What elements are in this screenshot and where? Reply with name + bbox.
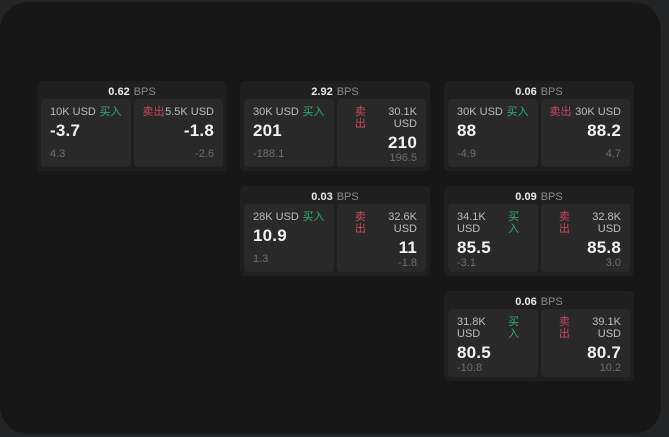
sell-price: 80.7 xyxy=(587,343,621,362)
buy-price: 10.9 xyxy=(253,226,287,245)
card-header: 0.62 BPS xyxy=(41,85,223,99)
quote-tiles: 34.1K USD 买入 85.5 -3.1 卖出 32.8K USD 85.8… xyxy=(448,204,630,272)
sell-sub-value: 10.2 xyxy=(599,362,621,374)
sell-side-label: 卖出 xyxy=(354,106,366,130)
sell-price: -1.8 xyxy=(183,121,214,140)
buy-price: 85.5 xyxy=(457,238,491,257)
bps-value: 2.92 xyxy=(311,86,333,98)
buy-amount: 28K USD xyxy=(253,211,299,223)
sell-amount: 32.6K USD xyxy=(388,211,417,235)
buy-side-label: 买入 xyxy=(302,211,325,223)
buy-sub-value: -10.8 xyxy=(457,362,483,374)
buy-price: 201 xyxy=(253,121,282,140)
quote-card: 0.62 BPS 10K USD 买入 -3.7 4.3 卖出 5.5K USD … xyxy=(37,81,227,171)
bps-value: 0.06 xyxy=(515,296,537,308)
card-header: 0.06 BPS xyxy=(448,295,630,309)
buy-amount: 31.8K USD xyxy=(457,316,486,340)
buy-side-label: 买入 xyxy=(506,106,529,118)
sell-side-label: 卖出 xyxy=(354,211,366,235)
sell-side-label: 卖出 xyxy=(558,211,570,235)
buy-side-label: 买入 xyxy=(99,106,122,118)
buy-tile[interactable]: 30K USD 买入 201 -188.1 xyxy=(244,99,334,167)
sell-sub-value: -1.8 xyxy=(398,257,417,269)
sell-tile[interactable]: 卖出 30K USD 88.2 4.7 xyxy=(540,99,630,167)
buy-amount: 30K USD xyxy=(457,106,503,118)
bps-unit-label: BPS xyxy=(336,191,359,203)
sell-price: 85.8 xyxy=(587,238,621,257)
buy-sub-value: 4.3 xyxy=(50,148,66,160)
buy-amount: 34.1K USD xyxy=(457,211,486,235)
bps-value: 0.06 xyxy=(515,86,537,98)
quote-tiles: 10K USD 买入 -3.7 4.3 卖出 5.5K USD -1.8 -2.… xyxy=(41,99,223,167)
buy-amount: 10K USD xyxy=(50,106,96,118)
card-header: 0.09 BPS xyxy=(448,190,630,204)
sell-side-label: 卖出 xyxy=(142,106,165,118)
buy-tile[interactable]: 10K USD 买入 -3.7 4.3 xyxy=(41,99,131,167)
quote-tiles: 28K USD 买入 10.9 1.3 卖出 32.6K USD 11 -1.8 xyxy=(244,204,426,272)
sell-amount: 30K USD xyxy=(575,106,621,118)
bps-value: 0.03 xyxy=(311,191,333,203)
sell-tile[interactable]: 卖出 30.1K USD 210 196.5 xyxy=(336,99,426,167)
buy-tile[interactable]: 34.1K USD 买入 85.5 -3.1 xyxy=(448,204,538,272)
bps-unit-label: BPS xyxy=(133,86,156,98)
quote-tiles: 30K USD 买入 201 -188.1 卖出 30.1K USD 210 1… xyxy=(244,99,426,167)
sell-amount: 30.1K USD xyxy=(388,106,417,130)
buy-amount: 30K USD xyxy=(253,106,299,118)
quote-card: 0.03 BPS 28K USD 买入 10.9 1.3 卖出 32.6K USD… xyxy=(240,186,430,276)
bps-unit-label: BPS xyxy=(540,296,563,308)
quote-card: 0.06 BPS 31.8K USD 买入 80.5 -10.8 卖出 39.1K… xyxy=(444,291,634,381)
sell-tile[interactable]: 卖出 39.1K USD 80.7 10.2 xyxy=(540,309,630,377)
sell-side-label: 卖出 xyxy=(549,106,572,118)
buy-tile[interactable]: 31.8K USD 买入 80.5 -10.8 xyxy=(448,309,538,377)
bps-unit-label: BPS xyxy=(336,86,359,98)
buy-price: 88 xyxy=(457,121,477,140)
buy-tile[interactable]: 30K USD 买入 88 -4.9 xyxy=(448,99,538,167)
bps-value: 0.62 xyxy=(108,86,130,98)
sell-sub-value: 3.0 xyxy=(605,257,621,269)
buy-price: 80.5 xyxy=(457,343,491,362)
quote-tiles: 31.8K USD 买入 80.5 -10.8 卖出 39.1K USD 80.… xyxy=(448,309,630,377)
buy-sub-value: -3.1 xyxy=(457,257,476,269)
card-header: 2.92 BPS xyxy=(244,85,426,99)
sell-tile[interactable]: 卖出 32.8K USD 85.8 3.0 xyxy=(540,204,630,272)
sell-amount: 39.1K USD xyxy=(592,316,621,340)
buy-price: -3.7 xyxy=(50,121,81,140)
buy-tile[interactable]: 28K USD 买入 10.9 1.3 xyxy=(244,204,334,272)
sell-tile[interactable]: 卖出 32.6K USD 11 -1.8 xyxy=(336,204,426,272)
quote-card: 0.06 BPS 30K USD 买入 88 -4.9 卖出 30K USD 88… xyxy=(444,81,634,171)
bps-unit-label: BPS xyxy=(540,191,563,203)
buy-side-label: 买入 xyxy=(302,106,325,118)
sell-sub-value: 196.5 xyxy=(389,152,417,164)
sell-price: 210 xyxy=(388,133,417,152)
sell-amount: 32.8K USD xyxy=(592,211,621,235)
quote-tiles: 30K USD 买入 88 -4.9 卖出 30K USD 88.2 4.7 xyxy=(448,99,630,167)
card-header: 0.03 BPS xyxy=(244,190,426,204)
buy-sub-value: -4.9 xyxy=(457,148,476,160)
quote-card: 2.92 BPS 30K USD 买入 201 -188.1 卖出 30.1K U… xyxy=(240,81,430,171)
buy-sub-value: 1.3 xyxy=(253,253,269,265)
bps-value: 0.09 xyxy=(515,191,537,203)
sell-tile[interactable]: 卖出 5.5K USD -1.8 -2.6 xyxy=(133,99,223,167)
sell-price: 88.2 xyxy=(587,121,621,140)
buy-sub-value: -188.1 xyxy=(253,148,285,160)
quote-card: 0.09 BPS 34.1K USD 买入 85.5 -3.1 卖出 32.8K … xyxy=(444,186,634,276)
sell-amount: 5.5K USD xyxy=(165,106,214,118)
card-header: 0.06 BPS xyxy=(448,85,630,99)
sell-sub-value: 4.7 xyxy=(605,148,621,160)
sell-price: 11 xyxy=(398,238,417,257)
buy-side-label: 买入 xyxy=(508,211,520,235)
bps-unit-label: BPS xyxy=(540,86,563,98)
sell-side-label: 卖出 xyxy=(558,316,570,340)
sell-sub-value: -2.6 xyxy=(195,148,214,160)
buy-side-label: 买入 xyxy=(508,316,520,340)
